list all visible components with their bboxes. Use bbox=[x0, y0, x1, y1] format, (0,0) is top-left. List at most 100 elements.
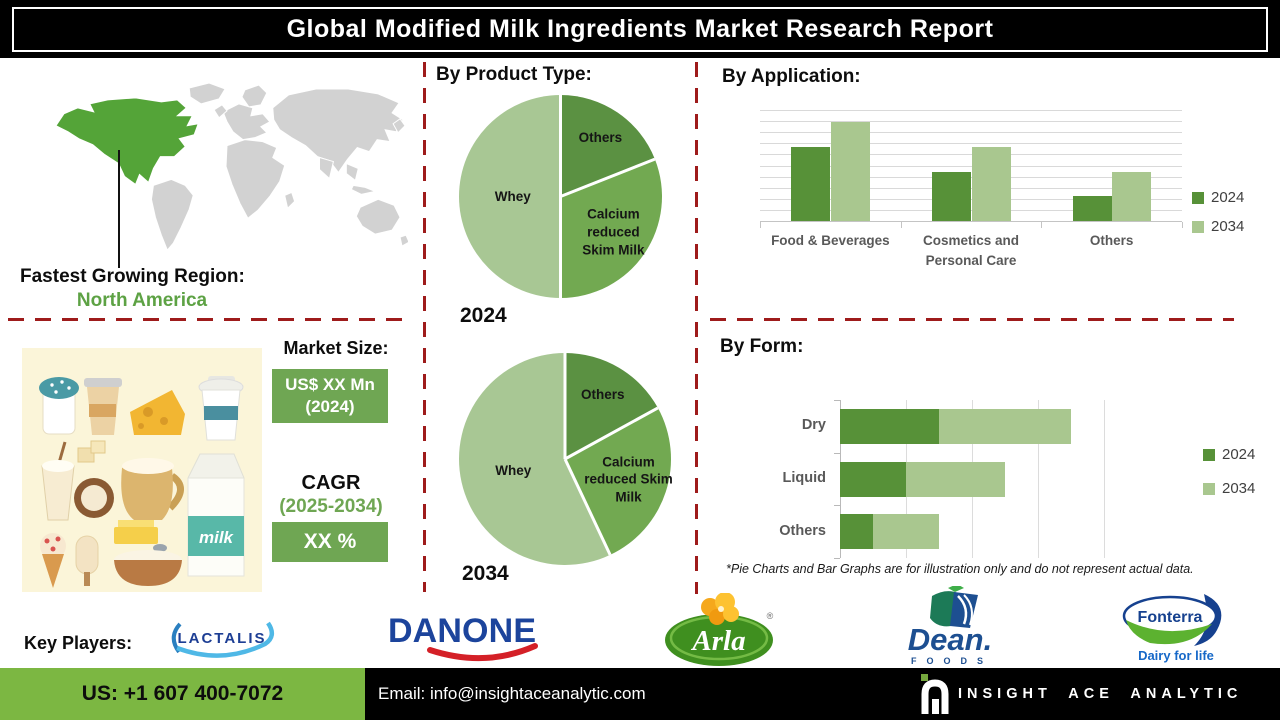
bar-2034-cosmetics-and-personal-care bbox=[971, 147, 1011, 221]
dean-wordmark: Dean. bbox=[908, 622, 992, 657]
form-bar-chart: Dry Liquid Others bbox=[779, 400, 1105, 559]
legend-swatch-2034 bbox=[1203, 482, 1215, 495]
pie-label-others: Others bbox=[578, 129, 623, 145]
southeast-asia-region bbox=[345, 162, 359, 182]
arla-wordmark: Arla bbox=[690, 625, 745, 657]
cagr-period: (2025-2034) bbox=[279, 496, 383, 517]
email-address: Email: info@insightaceanalytic.com bbox=[378, 684, 646, 703]
africa-region bbox=[225, 139, 286, 219]
bar-2024-dry bbox=[840, 408, 939, 444]
dairy-products-illustration: milk bbox=[22, 348, 262, 592]
world-map bbox=[50, 80, 410, 259]
fastest-growing-region-value: North America bbox=[76, 290, 208, 311]
arla-registered-mark: ® bbox=[767, 611, 774, 621]
fonterra-leaf-icon bbox=[1126, 620, 1212, 645]
pie-chart-2034: Others Calcium reduced Skim Milk Whey bbox=[458, 352, 673, 566]
pie-label-others: Others bbox=[581, 387, 625, 403]
cagr-value-box: XX % bbox=[272, 522, 388, 562]
dean-foods-subtext: FOODS bbox=[911, 656, 993, 666]
fonterra-wordmark: Fonterra bbox=[1138, 609, 1203, 626]
axis-tick bbox=[1182, 222, 1183, 228]
gridline bbox=[1038, 400, 1039, 558]
danone-logo: DANONE bbox=[388, 612, 538, 662]
gridline bbox=[760, 132, 1182, 134]
pie-slice-calcium-reduced-skim-milk bbox=[560, 159, 662, 298]
cup-icon bbox=[84, 378, 122, 435]
map-pointer-line bbox=[118, 150, 120, 268]
milk-carton-icon: milk bbox=[187, 453, 245, 577]
axis-tick bbox=[1041, 222, 1043, 228]
pie-slice-others bbox=[560, 95, 655, 197]
asia-region bbox=[272, 88, 404, 174]
axis-tick bbox=[834, 558, 840, 559]
milkshake-icon bbox=[41, 441, 75, 521]
divider-vertical-left bbox=[423, 62, 426, 592]
gridline bbox=[760, 143, 1182, 145]
pie-svg bbox=[459, 353, 671, 565]
bar-2034-others bbox=[873, 514, 939, 550]
axis-tick bbox=[834, 452, 840, 454]
gridline bbox=[760, 176, 1182, 178]
title-border: Global Modified Milk Ingredients Market … bbox=[12, 7, 1268, 52]
gridline bbox=[760, 165, 1182, 167]
legend-label-2024: 2024 bbox=[1222, 446, 1256, 463]
gridline bbox=[760, 209, 1182, 211]
dean-flag-icon bbox=[930, 586, 978, 628]
coconut-icon bbox=[74, 478, 114, 518]
pie-2034-label: 2034 bbox=[462, 562, 509, 585]
jar-icon bbox=[39, 377, 79, 435]
legend-label-2034: 2034 bbox=[1222, 480, 1256, 497]
market-size-heading: Market Size: bbox=[283, 338, 389, 358]
japan-region bbox=[392, 118, 406, 134]
category-label-others: Others bbox=[1089, 233, 1134, 248]
form-heading: By Form: bbox=[720, 336, 804, 357]
category-label-dry: Dry bbox=[801, 417, 826, 434]
greenland-region bbox=[188, 82, 226, 105]
cagr-value: XX % bbox=[303, 530, 357, 554]
title-bar: Global Modified Milk Ingredients Market … bbox=[0, 0, 1280, 58]
axis-tick bbox=[760, 222, 761, 228]
new-zealand-region bbox=[399, 234, 410, 247]
bar-2024-food-beverages bbox=[791, 147, 831, 221]
axis-tick bbox=[834, 400, 840, 401]
pie-label-calcium-reduced-skim-milk: Calcium reduced Skim Milk bbox=[582, 207, 645, 258]
butter-cubes-icon bbox=[77, 440, 106, 463]
pie-chart-2024: Others Calcium reduced Skim Milk Whey bbox=[458, 94, 663, 299]
phone-number: US: +1 607 400-7072 bbox=[81, 682, 284, 705]
category-label-liquid: Liquid bbox=[782, 470, 827, 486]
pie-svg bbox=[459, 94, 662, 298]
phone-section: US: +1 607 400-7072 bbox=[0, 668, 365, 720]
pie-slice-separator bbox=[563, 458, 612, 556]
popsicle-icon bbox=[75, 535, 99, 586]
lactalis-logo: LACTALIS bbox=[171, 621, 275, 658]
company-name: INSIGHT ACE ANALYTIC bbox=[958, 686, 1243, 702]
fonterra-tagline: Dairy for life bbox=[1138, 648, 1214, 663]
disclaimer-text: *Pie Charts and Bar Graphs are for illus… bbox=[726, 562, 1194, 576]
market-size-value: US$ XX Mn bbox=[285, 374, 375, 394]
bar-2024-liquid bbox=[840, 461, 906, 497]
north-america-region bbox=[55, 97, 199, 186]
gridline bbox=[1104, 400, 1105, 558]
pie-2024-label: 2024 bbox=[460, 304, 507, 327]
arla-flower-icon bbox=[701, 593, 739, 625]
cheese-icon bbox=[130, 390, 185, 435]
divider-horizontal-right bbox=[710, 318, 1234, 321]
application-legend: 2024 2034 bbox=[1192, 189, 1244, 235]
pie-slice-whey bbox=[459, 94, 561, 298]
axis-tick bbox=[900, 222, 902, 228]
key-players-heading: Key Players: bbox=[24, 633, 133, 653]
cagr-label: CAGR bbox=[301, 472, 361, 494]
insight-ace-logo bbox=[921, 674, 949, 714]
legend-item-2034: 2034 bbox=[1192, 218, 1244, 235]
market-size-year: (2024) bbox=[305, 397, 355, 416]
legend-swatch-2034 bbox=[1192, 220, 1204, 233]
world-map-svg bbox=[55, 82, 410, 251]
south-america-region bbox=[150, 178, 194, 251]
form-legend: 2024 2034 bbox=[1203, 446, 1255, 497]
category-label-others: Others bbox=[779, 522, 826, 539]
axis-tick bbox=[834, 505, 840, 507]
uk-region bbox=[213, 104, 228, 119]
contact-bar: US: +1 607 400-7072 Email: info@insighta… bbox=[0, 668, 1280, 720]
danone-smile-icon bbox=[427, 643, 538, 662]
divider-vertical-right bbox=[695, 62, 698, 594]
